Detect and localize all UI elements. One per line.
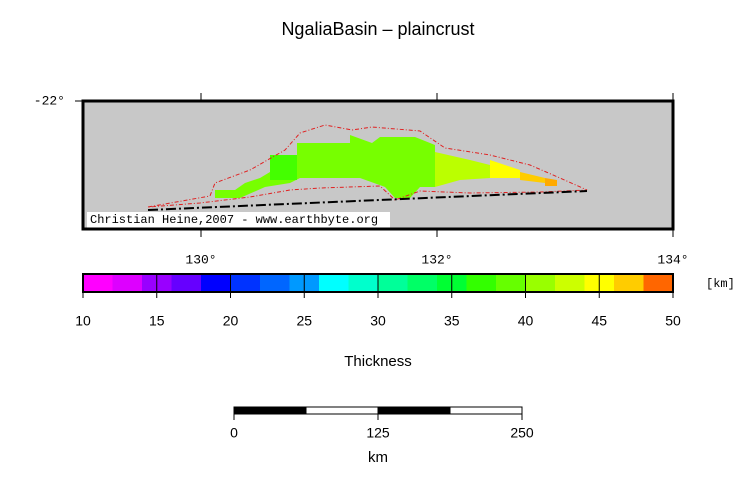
colorbar-swatch (407, 274, 438, 292)
colorbar-swatch (83, 274, 113, 292)
lat-label: -22° (34, 93, 65, 108)
thickness-area (545, 178, 557, 186)
colorbar-swatch (496, 274, 526, 292)
fault-line (147, 190, 588, 211)
scalebar-unit: km (368, 449, 388, 466)
colorbar-tick-label: 30 (370, 313, 386, 329)
thickness-area (215, 135, 435, 198)
colorbar-tick-label: 40 (518, 313, 534, 329)
scalebar-segment (377, 406, 451, 415)
colorbar-swatch (171, 274, 202, 292)
colorbar-swatch (201, 274, 231, 292)
thickness-area (435, 152, 490, 187)
colorbar-swatch (378, 274, 408, 292)
colorbar-swatch (319, 274, 349, 292)
basin-outline (147, 124, 588, 208)
thickness-area (490, 160, 520, 178)
lon-label: 132° (421, 252, 452, 267)
colorbar-tick-label: 45 (591, 313, 607, 329)
colorbar-tick-label: 20 (223, 313, 239, 329)
scalebar-tick-label: 250 (510, 425, 534, 441)
colorbar-swatch (230, 274, 261, 292)
colorbar-tick-label: 10 (75, 313, 91, 329)
colorbar-tick-label: 25 (296, 313, 312, 329)
scalebar-segment (305, 406, 379, 415)
colorbar-tick-label: 35 (444, 313, 460, 329)
colorbar-swatch (643, 274, 674, 292)
title: NgaliaBasin – plaincrust (281, 19, 474, 39)
scalebar-tick-label: 125 (366, 425, 390, 441)
credit-box (87, 212, 390, 228)
credit: Christian Heine,2007 - www.earthbyte.org (90, 213, 378, 227)
colorbar-swatch (260, 274, 290, 292)
lon-label: 130° (185, 252, 216, 267)
colorbar-tick-label: 50 (665, 313, 681, 329)
colorbar-swatch (525, 274, 556, 292)
thickness-field (147, 124, 588, 211)
colorbar-unit: [km] (706, 277, 735, 291)
colorbar-swatch (555, 274, 585, 292)
scalebar-segment (233, 406, 307, 415)
colorbar-swatch (466, 274, 497, 292)
scalebar-tick-label: 0 (230, 425, 238, 441)
colorbar-swatch (348, 274, 379, 292)
colorbar-swatch (614, 274, 644, 292)
colorbar-tick-label: 15 (149, 313, 165, 329)
thickness-area (520, 172, 545, 183)
map-frame (81, 99, 675, 231)
lon-label: 134° (657, 252, 688, 267)
scalebar-segment (449, 406, 523, 415)
colorbar-swatch (112, 274, 143, 292)
colorbar-label: Thickness (344, 353, 412, 370)
thickness-area (270, 155, 297, 180)
